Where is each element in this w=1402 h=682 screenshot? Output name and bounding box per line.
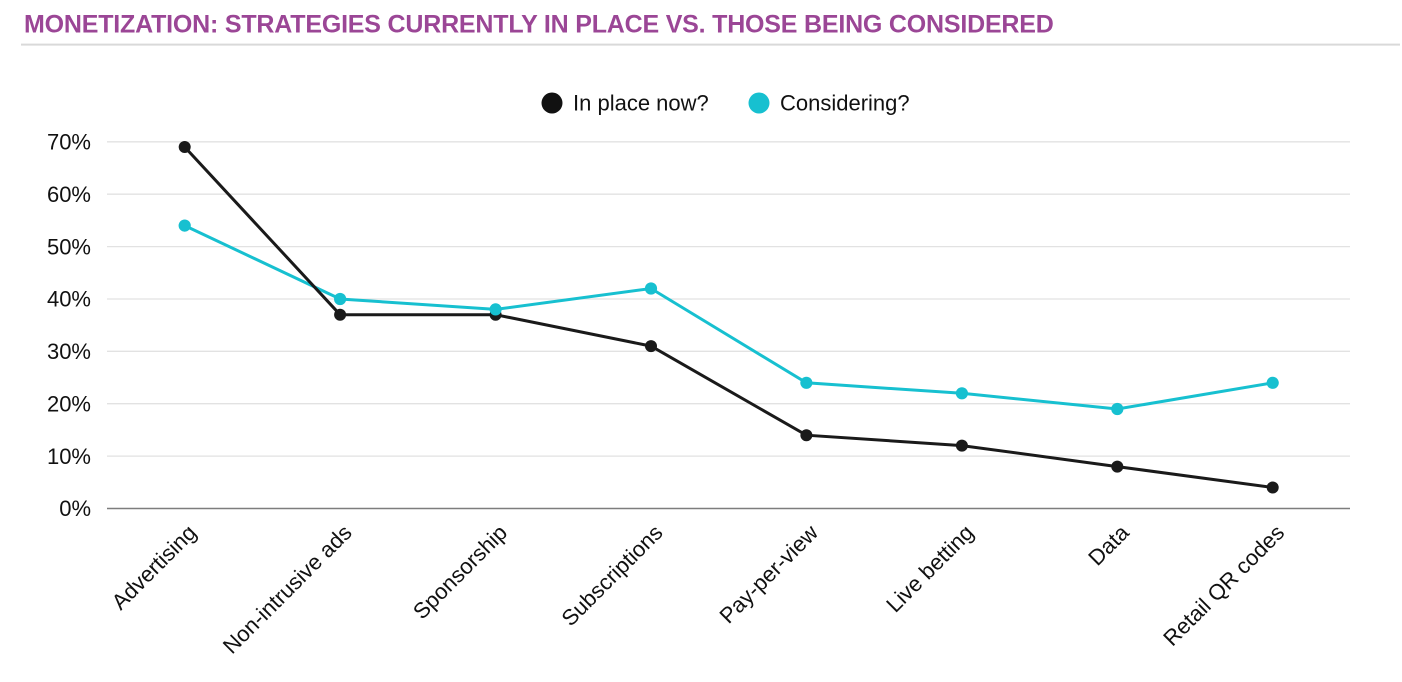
svg-text:MONETIZATION: STRATEGIES CURRE: MONETIZATION: STRATEGIES CURRENTLY IN PL… <box>24 10 1054 38</box>
svg-text:Considering?: Considering? <box>780 91 910 116</box>
svg-text:60%: 60% <box>47 182 91 207</box>
svg-text:40%: 40% <box>47 287 91 312</box>
svg-text:10%: 10% <box>47 444 91 469</box>
svg-text:50%: 50% <box>47 234 91 259</box>
svg-text:0%: 0% <box>59 496 91 521</box>
svg-text:20%: 20% <box>47 391 91 416</box>
svg-text:In place now?: In place now? <box>573 91 709 116</box>
svg-text:30%: 30% <box>47 339 91 364</box>
svg-text:70%: 70% <box>47 130 91 155</box>
